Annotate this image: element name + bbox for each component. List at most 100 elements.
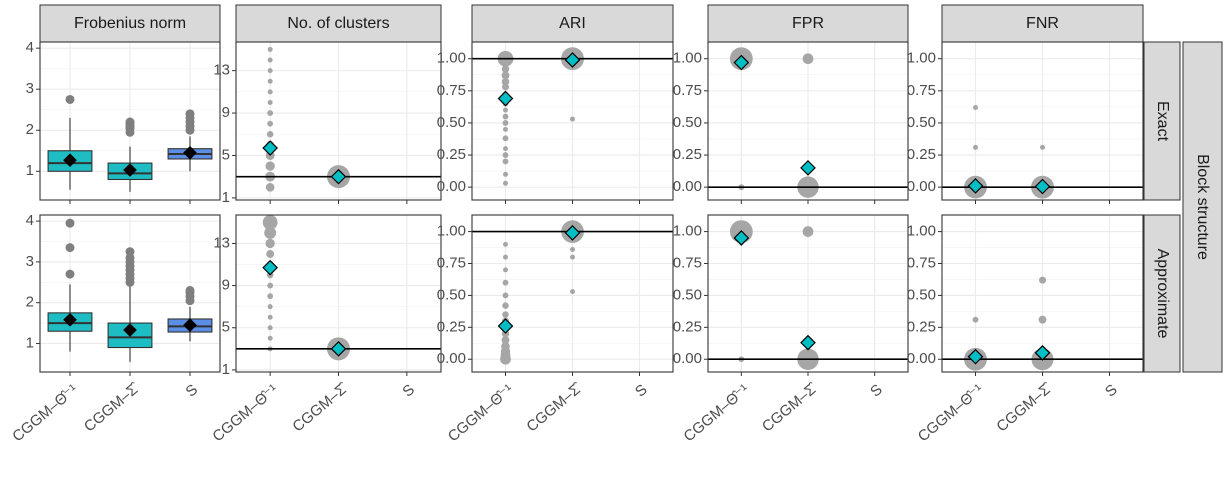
point — [267, 68, 273, 74]
mean-marker — [123, 323, 137, 337]
point — [262, 214, 278, 230]
column-strip: Frobenius norm — [74, 15, 186, 32]
point — [570, 246, 575, 252]
point — [501, 71, 510, 80]
y-tick-label: 0.00 — [673, 350, 702, 367]
y-tick-label: 0.25 — [437, 318, 466, 335]
x-tick-label: CGGM–Θ̂⁻¹ — [9, 381, 81, 445]
point — [973, 144, 978, 150]
mean-marker — [1034, 178, 1051, 195]
mean-marker — [1034, 345, 1051, 361]
y-tick-label: 0.75 — [437, 82, 466, 99]
strip-bg — [1143, 41, 1181, 201]
y-tick-label: 0.50 — [907, 286, 936, 303]
y-tick-label: 0.00 — [907, 350, 936, 367]
y-tick-label: 0.25 — [673, 318, 702, 335]
point — [267, 110, 274, 116]
column-strip: No. of clusters — [287, 15, 389, 32]
point — [972, 316, 979, 323]
y-tick-label: 0.75 — [673, 254, 702, 271]
strip-bg — [707, 4, 909, 43]
mean-marker — [564, 52, 581, 68]
y-tick-label: 9 — [222, 104, 230, 121]
point — [502, 83, 509, 91]
column-strip: FPR — [792, 15, 824, 32]
y-tick-label: 0.75 — [673, 82, 702, 99]
point — [267, 304, 273, 310]
point — [570, 116, 575, 122]
point — [267, 57, 273, 63]
mean-marker — [564, 225, 581, 241]
mean-marker — [262, 140, 279, 156]
y-tick-label: 0.25 — [907, 318, 936, 335]
mean-marker — [63, 153, 77, 168]
point — [501, 78, 510, 86]
y-tick-label: 0.00 — [907, 178, 936, 195]
x-tick-label: CGGM–Σ̂ — [993, 379, 1055, 435]
point — [502, 120, 509, 126]
y-tick-label: 5 — [222, 319, 230, 336]
point — [265, 161, 275, 171]
point — [266, 131, 274, 138]
y-tick-label: 0.50 — [907, 114, 936, 131]
strip-bg — [1182, 41, 1223, 373]
y-tick-label: 0.00 — [673, 178, 702, 195]
point — [267, 335, 273, 341]
mean-marker — [733, 54, 750, 71]
point — [570, 254, 575, 260]
point — [1039, 276, 1046, 284]
panel-border — [941, 41, 1144, 201]
x-tick-label: CGGM–Σ̂ — [289, 379, 351, 435]
y-tick-label: 1 — [26, 334, 34, 351]
mean-marker — [330, 340, 347, 357]
mean-marker — [262, 259, 279, 276]
y-tick-label: 13 — [213, 62, 230, 79]
point — [502, 135, 509, 142]
point — [503, 146, 508, 152]
mean-marker — [497, 318, 514, 334]
point — [267, 99, 273, 105]
x-tick-label: CGGM–Θ̂⁻¹ — [681, 381, 753, 445]
panel-border — [707, 41, 909, 201]
y-tick-label: 0.50 — [437, 286, 466, 303]
panel-border — [707, 214, 909, 373]
mean-marker — [63, 312, 77, 327]
y-tick-label: 0.50 — [673, 286, 702, 303]
panel-border — [235, 214, 442, 373]
point — [503, 107, 508, 113]
point — [267, 120, 274, 127]
mean-marker — [123, 163, 137, 177]
point — [503, 126, 508, 132]
outlier — [125, 247, 135, 257]
column-strip: FNR — [1026, 15, 1059, 32]
point — [501, 336, 510, 345]
y-tick-label: 1 — [26, 162, 34, 179]
point — [267, 46, 273, 52]
point — [267, 314, 273, 320]
y-tick-label: 1 — [222, 361, 230, 378]
y-tick-label: 1.00 — [907, 50, 936, 67]
strip-bg — [471, 4, 674, 43]
outlier — [185, 285, 195, 295]
point — [267, 89, 273, 95]
panel-border — [39, 41, 221, 201]
outlier — [185, 109, 195, 119]
point — [264, 226, 277, 239]
panel-border — [235, 41, 442, 201]
x-tick-label: S — [1102, 381, 1121, 400]
y-tick-label: 4 — [26, 212, 34, 229]
point — [265, 238, 275, 249]
point — [503, 254, 508, 260]
y-tick-label: 1 — [222, 189, 230, 206]
point — [503, 267, 508, 273]
outlier — [125, 117, 135, 127]
strip-bg — [1143, 214, 1181, 373]
mean-marker — [497, 90, 514, 107]
x-tick-label: CGGM–Θ̂⁻¹ — [445, 381, 517, 445]
point — [267, 78, 273, 84]
x-tick-label: CGGM–Σ̂ — [523, 379, 585, 435]
mean-marker — [967, 178, 984, 194]
point — [502, 311, 509, 318]
y-tick-label: 0.00 — [437, 350, 466, 367]
point — [267, 282, 274, 289]
